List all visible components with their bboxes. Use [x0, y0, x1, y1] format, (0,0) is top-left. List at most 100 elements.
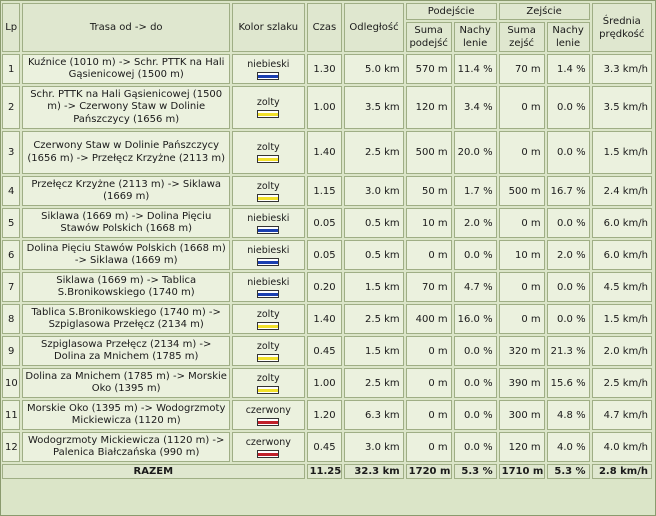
row-route: Czerwony Staw w Dolinie Pańszczycy (1656…: [22, 131, 230, 174]
row-time: 1.00: [306, 368, 343, 398]
row-speed: 2.0 km/h: [591, 336, 652, 366]
row-route: Dolina Pięciu Stawów Polskich (1668 m) -…: [22, 240, 230, 270]
header-distance: Odległość: [344, 3, 404, 52]
row-speed: 3.5 km/h: [591, 86, 652, 129]
row-descent: 120 m: [498, 432, 545, 462]
row-ascent-slope: 0.0 %: [453, 368, 497, 398]
row-ascent-slope: 16.0 %: [453, 304, 497, 334]
row-descent: 10 m: [498, 240, 545, 270]
row-time: 0.05: [306, 208, 343, 238]
trail-color-label: zolty: [256, 97, 280, 108]
table-row: 3 Czerwony Staw w Dolinie Pańszczycy (165…: [2, 131, 652, 174]
row-route: Siklawa (1669 m) -> Tablica S.Bronikowsk…: [22, 272, 230, 302]
row-ascent-slope: 3.4 %: [453, 86, 497, 129]
row-speed: 1.5 km/h: [591, 131, 652, 174]
header-speed: Średnia prędkość: [591, 3, 652, 52]
table-row: 5 Siklawa (1669 m) -> Dolina Pięciu Stawó…: [2, 208, 652, 238]
row-distance: 0.5 km: [344, 208, 404, 238]
row-time: 1.40: [306, 131, 343, 174]
row-color: zolty: [231, 176, 305, 206]
row-speed: 2.4 km/h: [591, 176, 652, 206]
row-ascent: 400 m: [405, 304, 452, 334]
row-color: niebieski: [231, 240, 305, 270]
row-color: niebieski: [231, 54, 305, 84]
row-ascent: 50 m: [405, 176, 452, 206]
row-time: 1.00: [306, 86, 343, 129]
trail-color-swatch-icon: [257, 225, 280, 234]
trail-color-swatch-icon: [257, 449, 280, 458]
row-color: czerwony: [231, 432, 305, 462]
trail-color-swatch-icon: [257, 353, 280, 362]
row-ascent-slope: 0.0 %: [453, 240, 497, 270]
row-lp: 11: [2, 400, 21, 430]
total-speed: 2.8 km/h: [591, 464, 652, 479]
trail-color-swatch-icon: [257, 193, 280, 202]
trail-color-swatch-icon: [257, 257, 280, 266]
row-ascent-slope: 1.7 %: [453, 176, 497, 206]
header-slope-descent: Nachy lenie: [546, 22, 590, 52]
row-time: 0.05: [306, 240, 343, 270]
header-descent: Zejście: [498, 3, 590, 20]
row-speed: 2.5 km/h: [591, 368, 652, 398]
trail-color-label: niebieski: [247, 276, 290, 288]
row-distance: 5.0 km: [344, 54, 404, 84]
table-row: 9 Szpiglasowa Przełęcz (2134 m) -> Dolina…: [2, 336, 652, 366]
row-lp: 5: [2, 208, 21, 238]
row-speed: 4.0 km/h: [591, 432, 652, 462]
trail-color-label: zolty: [256, 372, 280, 384]
row-speed: 3.3 km/h: [591, 54, 652, 84]
trail-color-swatch-icon: [257, 110, 280, 118]
row-ascent: 120 m: [405, 86, 452, 129]
row-ascent-slope: 0.0 %: [453, 400, 497, 430]
trail-color-label: zolty: [256, 180, 280, 192]
row-ascent: 500 m: [405, 131, 452, 174]
header-route: Trasa od -> do: [22, 3, 230, 52]
row-lp: 4: [2, 176, 21, 206]
row-speed: 4.5 km/h: [591, 272, 652, 302]
header-time: Czas: [306, 3, 343, 52]
row-color: zolty: [231, 368, 305, 398]
row-distance: 3.0 km: [344, 176, 404, 206]
row-distance: 2.5 km: [344, 368, 404, 398]
row-distance: 1.5 km: [344, 336, 404, 366]
row-lp: 7: [2, 272, 21, 302]
row-route: Kuźnice (1010 m) -> Schr. PTTK na Hali G…: [22, 54, 230, 84]
row-ascent: 0 m: [405, 432, 452, 462]
row-route: Tablica S.Bronikowskiego (1740 m) -> Szp…: [22, 304, 230, 334]
trail-color-swatch-icon: [257, 155, 280, 163]
row-color: niebieski: [231, 208, 305, 238]
row-distance: 3.5 km: [344, 86, 404, 129]
row-descent-slope: 0.0 %: [546, 86, 590, 129]
row-ascent-slope: 0.0 %: [453, 432, 497, 462]
row-descent: 0 m: [498, 86, 545, 129]
row-route: Siklawa (1669 m) -> Dolina Pięciu Stawów…: [22, 208, 230, 238]
trail-color-swatch-icon: [257, 321, 280, 330]
row-time: 0.45: [306, 432, 343, 462]
header-ascent: Podejście: [405, 3, 497, 20]
row-lp: 12: [2, 432, 21, 462]
header-lp: Lp: [2, 3, 21, 52]
table-row: 7 Siklawa (1669 m) -> Tablica S.Bronikows…: [2, 272, 652, 302]
total-descent: 1710 m: [498, 464, 545, 479]
row-ascent-slope: 2.0 %: [453, 208, 497, 238]
row-descent-slope: 2.0 %: [546, 240, 590, 270]
trail-color-label: zolty: [256, 340, 280, 352]
row-time: 1.15: [306, 176, 343, 206]
row-color: zolty: [231, 304, 305, 334]
row-ascent: 0 m: [405, 368, 452, 398]
trail-color-swatch-icon: [257, 71, 280, 80]
row-lp: 3: [2, 131, 21, 174]
row-color: zolty: [231, 86, 305, 129]
trail-table: Lp Trasa od -> do Kolor szlaku Czas Odle…: [0, 1, 654, 481]
row-descent-slope: 1.4 %: [546, 54, 590, 84]
row-distance: 1.5 km: [344, 272, 404, 302]
row-color: zolty: [231, 336, 305, 366]
row-descent: 0 m: [498, 304, 545, 334]
table-row: 2 Schr. PTTK na Hali Gąsienicowej (1500 m…: [2, 86, 652, 129]
header-sum-ascent: Suma podejść: [405, 22, 452, 52]
row-route: Morskie Oko (1395 m) -> Wodogrzmoty Mick…: [22, 400, 230, 430]
trail-color-label: niebieski: [247, 244, 290, 256]
row-ascent: 570 m: [405, 54, 452, 84]
trail-color-label: zolty: [256, 308, 280, 320]
